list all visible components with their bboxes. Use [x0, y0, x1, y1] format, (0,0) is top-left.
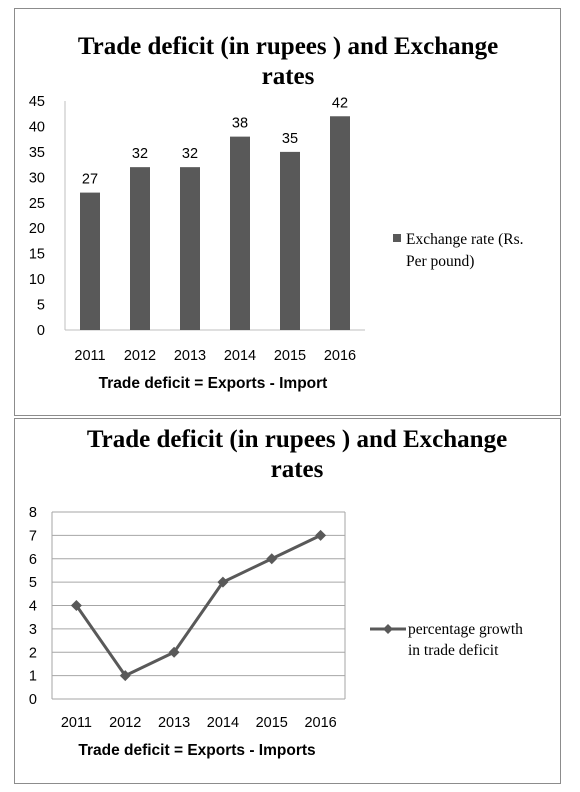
y-tick-label: 5: [37, 298, 45, 314]
bar-2015: [280, 151, 300, 330]
chart-title-line-1: Trade deficit (in rupees ) and Exchange: [87, 426, 507, 453]
legend-label-line-2: Per pound): [406, 253, 474, 270]
x-tick-label-2011: 2011: [74, 348, 105, 364]
y-tick-label: 1: [29, 669, 37, 685]
data-label-2015: 35: [282, 131, 298, 147]
bar-2013: [180, 167, 200, 330]
chart-title-line-2: rates: [262, 63, 315, 90]
x-axis-title: Trade deficit = Exports - Import: [99, 375, 328, 392]
bar-2016: [330, 116, 350, 331]
y-tick-label: 15: [29, 247, 45, 263]
marker-2015: [266, 553, 278, 565]
y-tick-label: 4: [29, 599, 37, 615]
line-chart-panel: Trade deficit (in rupees ) and Exchange …: [14, 418, 561, 784]
marker-2012: [119, 670, 131, 682]
x-tick-label-2013: 2013: [158, 715, 190, 731]
y-tick-label: 30: [29, 170, 45, 186]
marker-2014: [217, 576, 229, 588]
y-tick-label: 40: [29, 119, 45, 135]
legend-label-line-1: percentage growth: [408, 621, 523, 638]
legend-swatch: [393, 234, 401, 242]
data-label-2016: 42: [332, 95, 348, 111]
x-tick-label-2012: 2012: [124, 348, 156, 364]
data-label-2012: 32: [132, 146, 148, 162]
x-tick-label-2015: 2015: [256, 715, 288, 731]
y-tick-label: 45: [29, 94, 45, 110]
y-tick-label: 0: [29, 692, 37, 708]
data-label-2014: 38: [232, 116, 248, 132]
y-tick-label: 3: [29, 622, 37, 638]
y-tick-label: 0: [37, 323, 45, 339]
y-tick-label: 2: [29, 645, 37, 661]
marker-2013: [168, 646, 180, 658]
legend-label-line-1: Exchange rate (Rs.: [406, 231, 524, 248]
bar-chart-panel: Trade deficit (in rupees ) and Exchange …: [14, 8, 561, 416]
x-tick-label-2016: 2016: [304, 715, 336, 731]
y-tick-label: 6: [29, 552, 37, 568]
x-tick-label-2013: 2013: [174, 348, 206, 364]
y-tick-label: 7: [29, 528, 37, 544]
legend-marker: [383, 624, 393, 634]
y-tick-label: 35: [29, 145, 45, 161]
data-label-2013: 32: [182, 146, 198, 162]
bar-2014: [230, 136, 250, 330]
marker-2011: [70, 600, 82, 611]
y-tick-label: 5: [29, 575, 37, 591]
chart-title-line-1: Trade deficit (in rupees ) and Exchange: [78, 33, 498, 60]
x-tick-label-2012: 2012: [109, 715, 141, 731]
x-tick-label-2015: 2015: [274, 348, 306, 364]
y-tick-label: 8: [29, 505, 37, 521]
y-tick-label: 25: [29, 196, 45, 212]
y-tick-label: 10: [29, 272, 45, 288]
x-tick-label-2016: 2016: [324, 348, 356, 364]
y-tick-label: 20: [29, 221, 45, 237]
data-label-2011: 27: [82, 172, 98, 188]
x-tick-label-2014: 2014: [207, 715, 239, 731]
chart-title-line-2: rates: [271, 456, 324, 483]
x-axis-title: Trade deficit = Exports - Imports: [78, 742, 315, 759]
trade-deficit-line-chart: Trade deficit (in rupees ) and Exchange …: [29, 426, 523, 759]
series-line: [75, 534, 322, 678]
exchange-rate-bar-chart: Trade deficit (in rupees ) and Exchange …: [29, 33, 524, 392]
bar-2011: [80, 192, 100, 330]
bar-2012: [130, 167, 150, 330]
legend-label-line-2: in trade deficit: [408, 642, 499, 659]
x-tick-label-2014: 2014: [224, 348, 256, 364]
x-tick-label-2011: 2011: [61, 715, 92, 731]
marker-2016: [315, 529, 327, 541]
